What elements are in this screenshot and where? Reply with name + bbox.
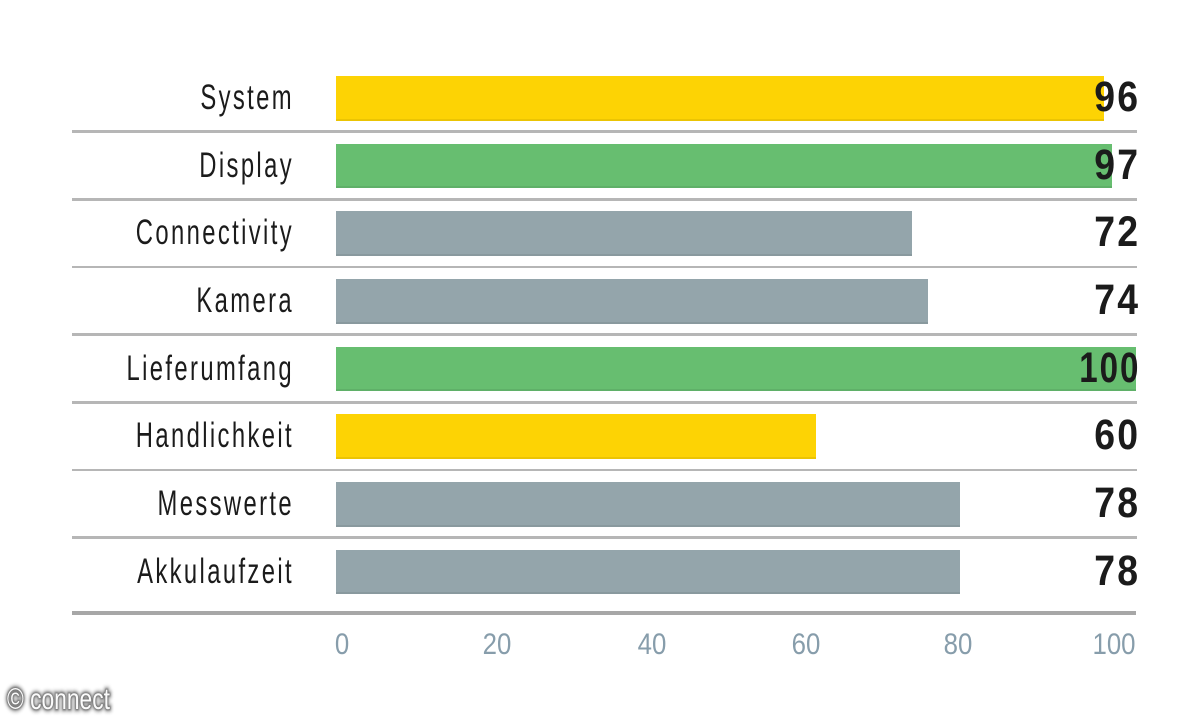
svg-text:© connect: © connect — [7, 682, 110, 716]
svg-text:© connect: © connect — [7, 682, 110, 716]
svg-text:© connect: © connect — [7, 682, 110, 716]
svg-text:© connect: © connect — [7, 682, 110, 716]
